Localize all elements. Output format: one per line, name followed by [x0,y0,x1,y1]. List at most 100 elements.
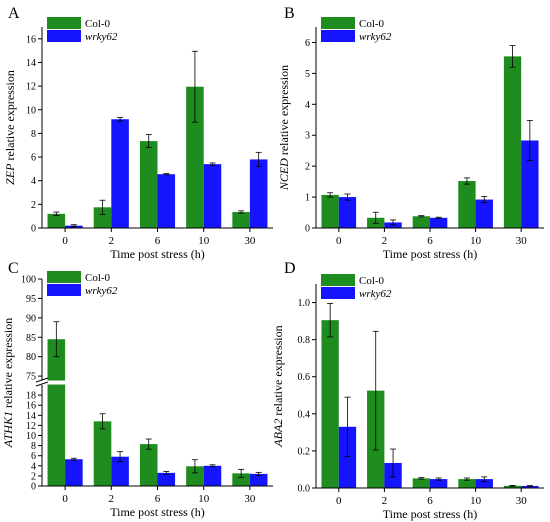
legend-label-col0: Col-0 [85,272,111,284]
y-axis-title: NCED relative expression [277,65,291,191]
y-axis-gene-name: ATHK1 [1,411,15,448]
bar-col0-0h [321,194,339,228]
y-tick-label-16: 16 [26,401,36,412]
y-tick-label-8: 8 [31,441,36,452]
bar-wrky62-10h [203,465,222,486]
legend-label-wrky62: wrky62 [85,285,118,297]
y-tick-label-0.6: 0.6 [298,372,311,383]
y-axis-title-rest: relative expression [3,70,17,163]
bar-wrky62-0h [65,459,83,486]
y-tick-label-95: 95 [26,294,36,305]
x-axis-title: Time post stress (h) [383,247,478,261]
bar-wrky62-30h [249,473,268,486]
bar-wrky62-6h [430,217,448,228]
y-axis-title-rest: relative expression [1,318,15,411]
bar-wrky62-0h [338,426,357,488]
axis-break-mark [35,381,49,387]
bar-wrky62-10h [475,479,493,488]
y-tick-label-1: 1 [305,193,310,204]
x-tick-label-6: 6 [427,495,433,507]
bar-col0-0h [47,339,66,486]
y-tick-label-4: 4 [31,176,36,187]
legend-label-col0: Col-0 [359,18,385,30]
bar-col0-10h [458,479,476,488]
x-axis-title: Time post stress (h) [110,505,205,519]
legend-swatch-col0 [47,271,81,283]
bar-wrky62-0h [338,197,357,228]
y-tick-label-0.2: 0.2 [298,446,311,457]
x-tick-label-2: 2 [382,235,388,247]
bar-col0-6h [412,478,430,488]
x-tick-label-0: 0 [336,495,342,507]
x-tick-label-10: 10 [470,495,482,507]
bar-col0-10h [186,466,204,486]
bar-col0-2h [93,207,112,228]
y-axis-title: ATHK1 relative expression [1,318,15,449]
y-tick-label-0.8: 0.8 [298,335,311,346]
legend-swatch-col0 [321,274,355,286]
bar-wrky62-6h [157,472,176,486]
y-axis-title-rest: relative expression [271,325,285,418]
bar-wrky62-2h [111,119,129,228]
x-tick-label-10: 10 [198,235,210,247]
panel-letter: D [284,260,296,277]
x-tick-label-10: 10 [198,493,210,505]
panel-letter: A [8,5,20,22]
y-axis-gene-name: ABA2 [271,419,285,448]
y-tick-label-5: 5 [305,69,310,80]
legend-label-wrky62: wrky62 [359,288,392,300]
x-tick-label-2: 2 [109,235,115,247]
legend-label-wrky62: wrky62 [85,31,118,43]
legend-label-wrky62: wrky62 [359,31,392,43]
y-tick-label-4: 4 [305,100,310,111]
y-tick-label-6: 6 [31,451,36,462]
panel-A: 0 2 4 6 8 10 12 14 16 0 2 6 10 30 Time post stress (h)… [3,5,273,261]
y-tick-label-4: 4 [31,461,36,472]
y-tick-label-8: 8 [31,129,36,140]
bar-wrky62-2h [111,456,129,486]
x-tick-label-0: 0 [62,235,68,247]
y-axis-title-rest: relative expression [277,65,291,158]
y-tick-label-10: 10 [26,431,36,442]
bar-col0-0h [47,213,66,228]
x-axis-title: Time post stress (h) [383,507,478,521]
legend-swatch-col0 [321,17,355,29]
y-tick-label-2: 2 [31,471,36,482]
legend-swatch-wrky62 [47,30,81,42]
panel-D: 0.0 0.2 0.4 0.6 0.8 1.0 0 2 6 10 30 Time post stres… [271,260,544,521]
x-tick-label-30: 30 [244,493,256,505]
x-tick-label-10: 10 [470,235,482,247]
y-tick-label-6: 6 [305,38,310,49]
bar-wrky62-30h [249,159,268,228]
x-tick-label-30: 30 [516,495,528,507]
bar-wrky62-6h [430,479,448,488]
y-axis-title: ZEP relative expression [3,70,17,185]
y-tick-label-12: 12 [26,421,36,432]
y-tick-label-6: 6 [31,153,36,164]
y-tick-label-0: 0 [31,482,36,493]
y-axis-title: ABA2 relative expression [271,325,285,447]
panel-letter: C [8,260,19,277]
y-tick-label-2: 2 [305,162,310,173]
legend-label-col0: Col-0 [85,18,111,30]
y-tick-label-0: 0 [31,224,36,235]
bar-wrky62-30h [521,485,539,488]
bar-col0-0h [321,320,339,488]
bar-col0-30h [503,56,522,228]
y-tick-label-3: 3 [305,131,310,142]
y-tick-label-14: 14 [26,411,36,422]
x-tick-label-6: 6 [427,235,433,247]
legend-swatch-col0 [47,17,81,29]
bar-col0-6h [139,444,158,486]
x-tick-label-30: 30 [516,235,528,247]
x-tick-label-30: 30 [244,235,256,247]
y-tick-label-14: 14 [26,58,36,69]
bar-col0-10h [458,180,476,228]
y-tick-label-90: 90 [26,313,36,324]
y-tick-label-0.4: 0.4 [298,409,311,420]
bar-wrky62-6h [157,174,176,228]
x-axis-title: Time post stress (h) [110,247,205,261]
bar-col0-30h [232,212,250,228]
